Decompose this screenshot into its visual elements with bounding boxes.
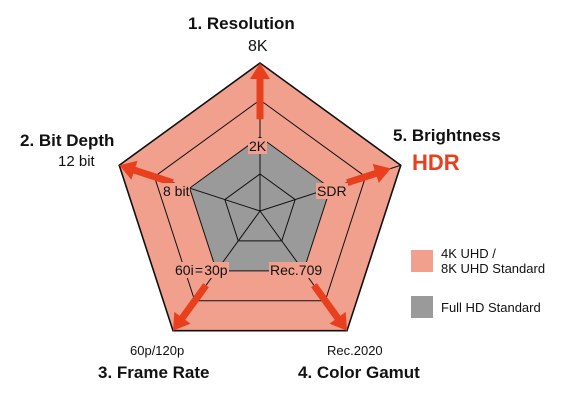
arrow-3 [173, 283, 209, 331]
legend-item-fullhd: Full HD Standard [411, 296, 541, 318]
inner-label-resolution: 2K [248, 138, 268, 154]
arrow-0 [250, 63, 270, 120]
legend-swatch-uhd [411, 250, 433, 272]
axis-title-color-gamut: 4. Color Gamut [298, 363, 420, 382]
arrow-1 [346, 163, 391, 186]
outer-label-color-gamut: Rec.2020 [327, 343, 383, 358]
outer-label-resolution: 8K [248, 38, 268, 55]
legend-label-fullhd: Full HD Standard [441, 299, 541, 315]
outer-label-frame-rate: 60p/120p [130, 343, 185, 358]
axis-title-brightness: 5. Brightness [393, 126, 501, 145]
inner-label-color-gamut: Rec.709 [269, 262, 324, 278]
axis-title-resolution: 1. Resolution [188, 14, 295, 33]
inner-label-brightness: SDR [316, 183, 348, 199]
grid-ring-3 [153, 99, 367, 302]
legend-item-uhd: 4K UHD /8K UHD Standard [411, 246, 545, 276]
arrow-4 [119, 160, 174, 186]
axis-title-frame-rate: 3. Frame Rate [98, 363, 210, 382]
arrow-2 [311, 283, 347, 331]
grid-ring-4 [118, 62, 402, 332]
inner-label-frame-rate: 60i = 30p [174, 262, 229, 278]
inner-label-bit-depth: 8 bit [162, 183, 191, 199]
outer-label-bit-depth: 12 bit [58, 153, 95, 170]
legend-label-uhd: 4K UHD /8K UHD Standard [441, 246, 546, 276]
grid-ring-1 [224, 173, 296, 242]
legend-swatch-fullhd [411, 296, 433, 318]
axis-title-bit-depth: 2. Bit Depth [20, 131, 115, 150]
grid-ring-2 [189, 136, 331, 272]
outer-label-brightness: HDR [412, 150, 460, 175]
